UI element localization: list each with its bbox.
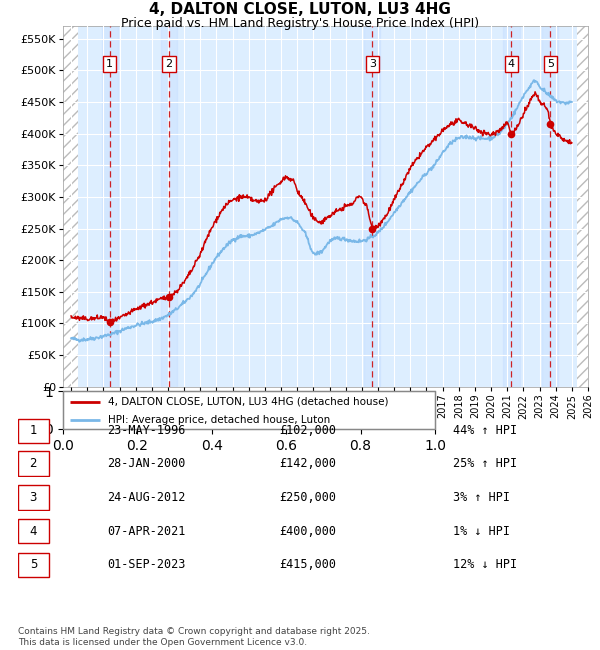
Text: 1: 1	[29, 424, 37, 437]
Text: Contains HM Land Registry data © Crown copyright and database right 2025.
This d: Contains HM Land Registry data © Crown c…	[18, 627, 370, 647]
FancyBboxPatch shape	[18, 451, 49, 476]
Text: 1: 1	[106, 59, 113, 69]
Text: 5: 5	[547, 59, 554, 69]
Text: 4: 4	[29, 525, 37, 538]
Text: Price paid vs. HM Land Registry's House Price Index (HPI): Price paid vs. HM Land Registry's House …	[121, 17, 479, 30]
Text: 1% ↓ HPI: 1% ↓ HPI	[453, 525, 510, 538]
Text: 3: 3	[369, 59, 376, 69]
Text: 2: 2	[29, 457, 37, 470]
Bar	[577, 26, 588, 387]
FancyBboxPatch shape	[18, 552, 49, 577]
Text: 2: 2	[166, 59, 173, 69]
Text: 01-SEP-2023: 01-SEP-2023	[107, 558, 185, 571]
FancyBboxPatch shape	[18, 485, 49, 510]
Text: 23-MAY-1996: 23-MAY-1996	[107, 424, 185, 437]
Text: 4: 4	[508, 59, 515, 69]
Text: 4, DALTON CLOSE, LUTON, LU3 4HG: 4, DALTON CLOSE, LUTON, LU3 4HG	[149, 2, 451, 17]
Bar	[542, 26, 559, 387]
Text: HPI: Average price, detached house, Luton: HPI: Average price, detached house, Luto…	[107, 415, 330, 424]
Bar	[101, 26, 118, 387]
Text: 07-APR-2021: 07-APR-2021	[107, 525, 185, 538]
Text: £250,000: £250,000	[280, 491, 337, 504]
Text: £415,000: £415,000	[280, 558, 337, 571]
Bar	[364, 26, 380, 387]
Text: 44% ↑ HPI: 44% ↑ HPI	[453, 424, 517, 437]
Text: 28-JAN-2000: 28-JAN-2000	[107, 457, 185, 470]
Text: £102,000: £102,000	[280, 424, 337, 437]
Bar	[503, 26, 520, 387]
FancyBboxPatch shape	[18, 419, 49, 443]
Text: £400,000: £400,000	[280, 525, 337, 538]
Text: 24-AUG-2012: 24-AUG-2012	[107, 491, 185, 504]
Text: 3: 3	[29, 491, 37, 504]
Text: 4, DALTON CLOSE, LUTON, LU3 4HG (detached house): 4, DALTON CLOSE, LUTON, LU3 4HG (detache…	[107, 397, 388, 407]
Text: £142,000: £142,000	[280, 457, 337, 470]
Bar	[161, 26, 177, 387]
Text: 25% ↑ HPI: 25% ↑ HPI	[453, 457, 517, 470]
Text: 5: 5	[29, 558, 37, 571]
Text: 12% ↓ HPI: 12% ↓ HPI	[453, 558, 517, 571]
Bar	[63, 26, 77, 387]
Text: 3% ↑ HPI: 3% ↑ HPI	[453, 491, 510, 504]
FancyBboxPatch shape	[18, 519, 49, 543]
